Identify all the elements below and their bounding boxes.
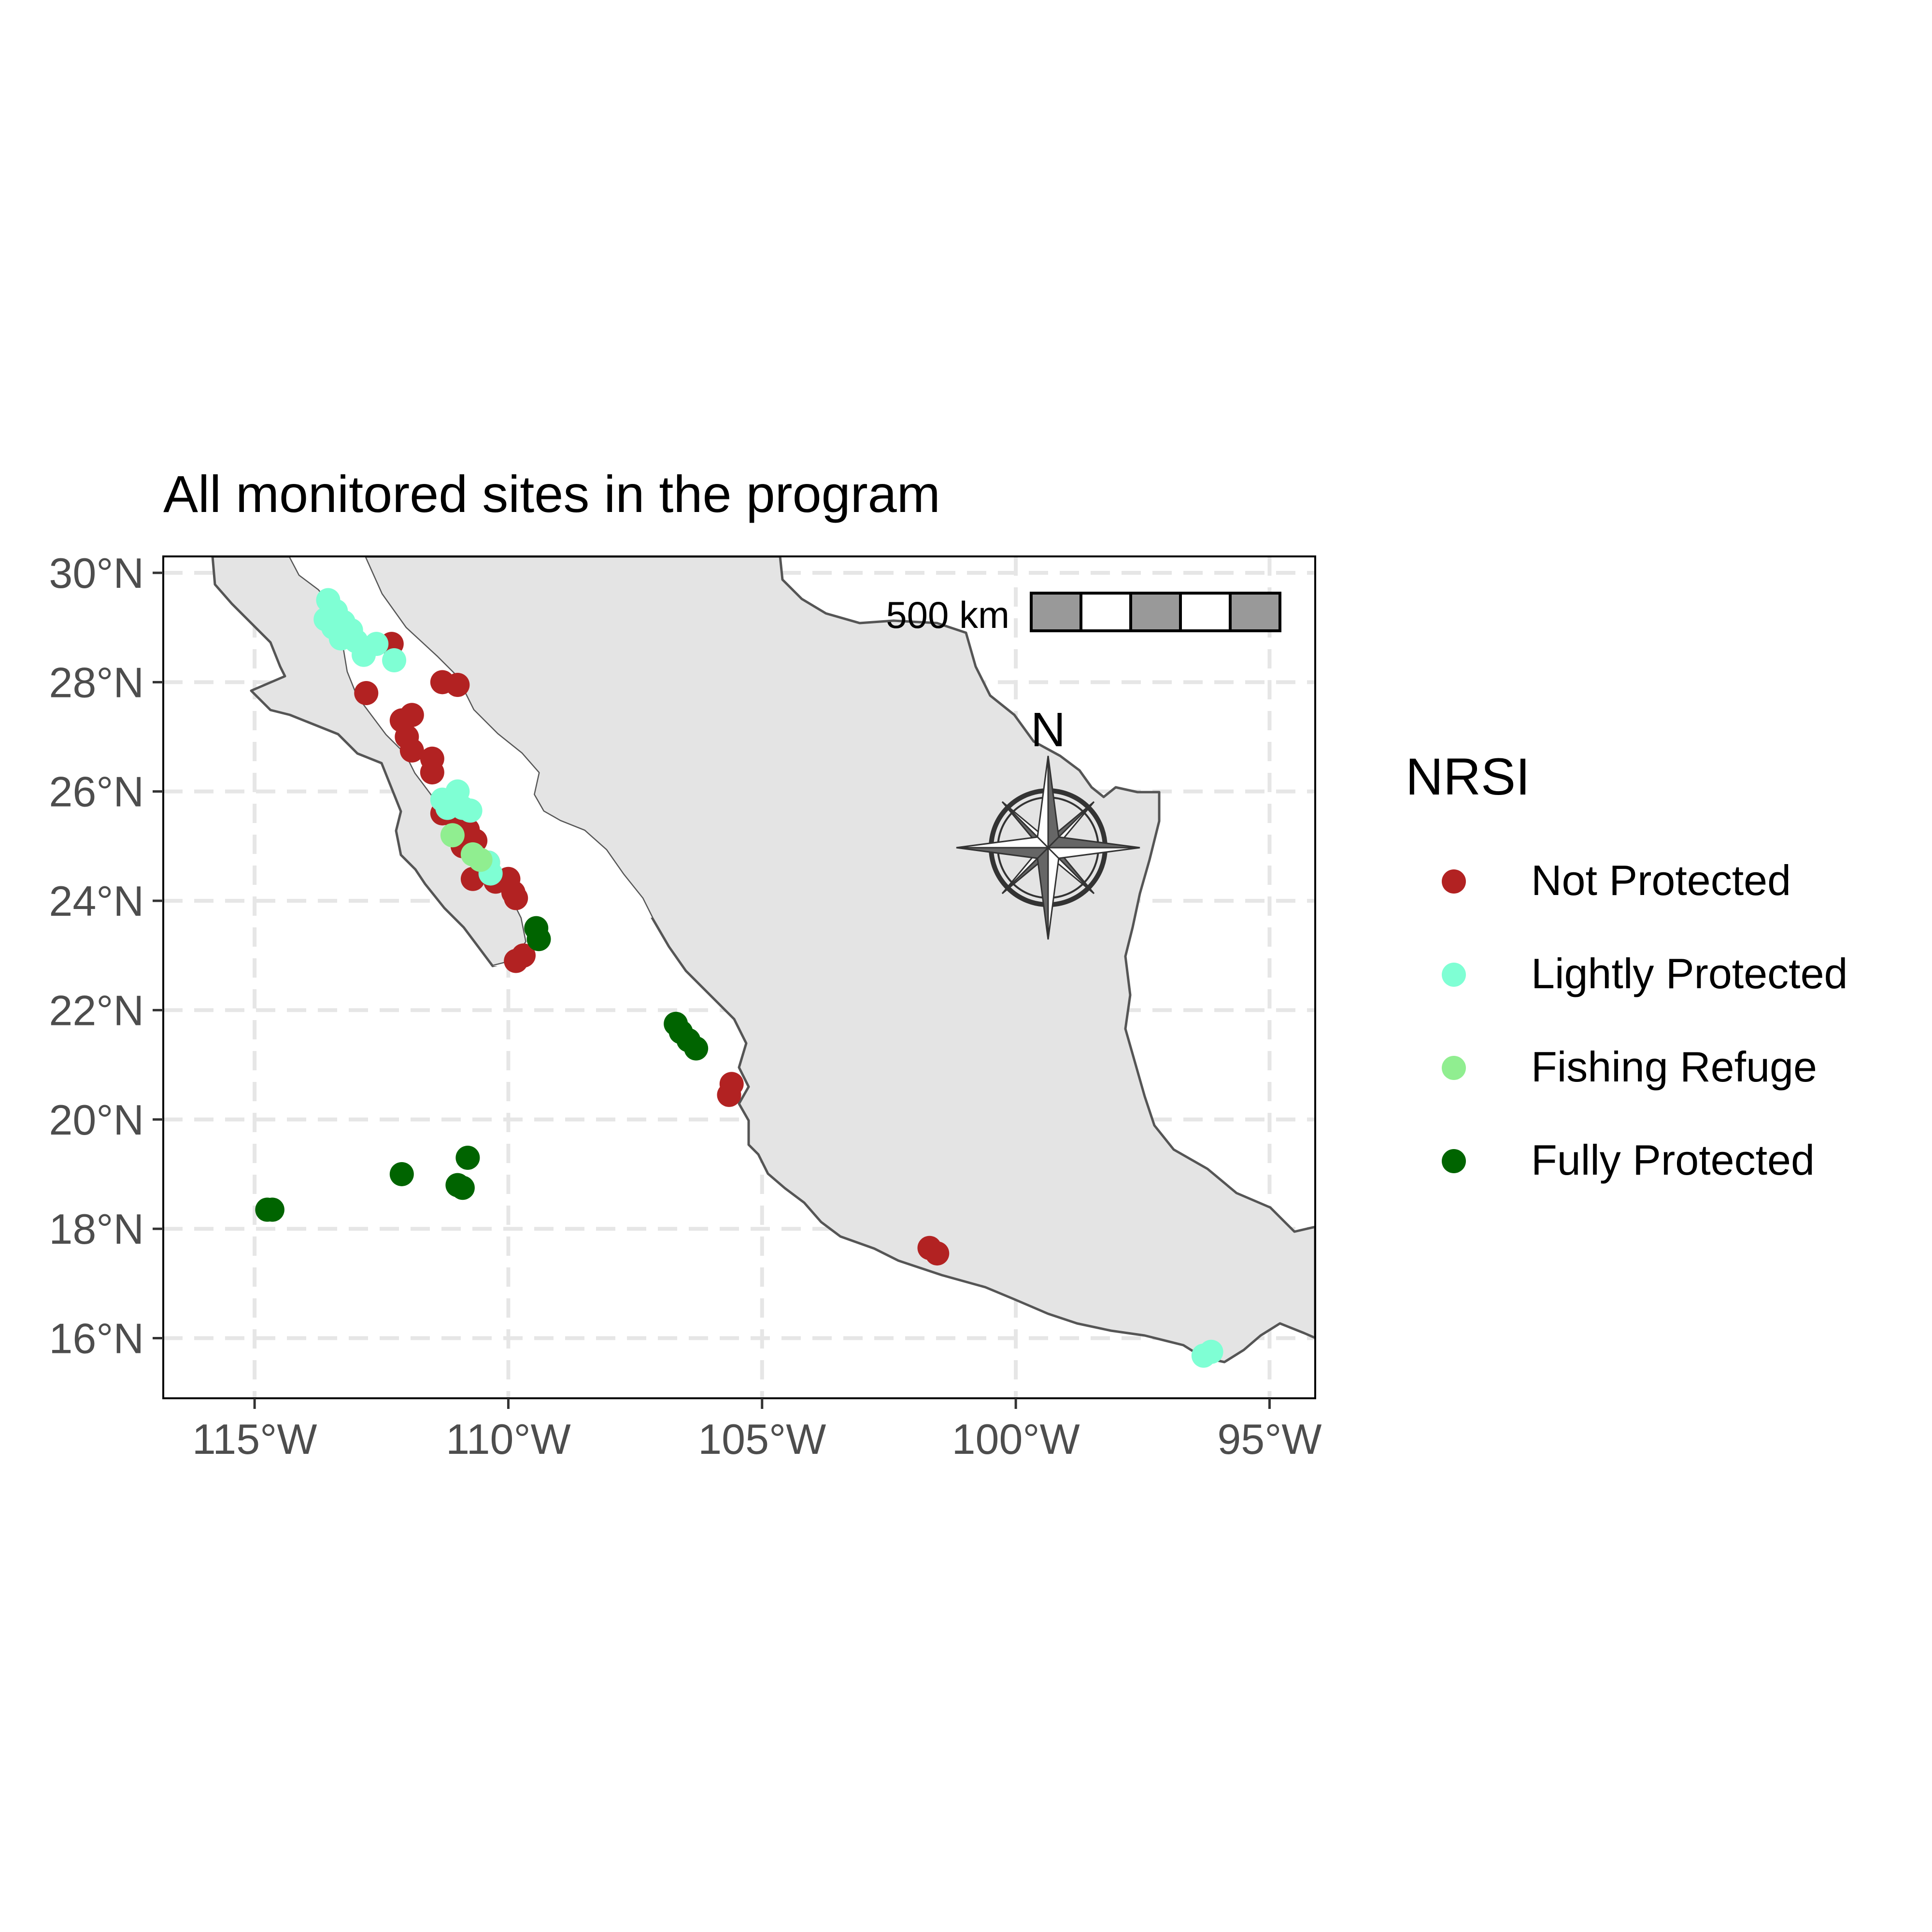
scale-bar-label: 500 km [886, 594, 1009, 636]
north-arrow-label: N [1031, 703, 1065, 757]
y-axis-tick-label: 20°N [49, 1096, 144, 1144]
chart-title: All monitored sites in the program [163, 465, 940, 523]
x-axis-tick-label: 105°W [698, 1415, 826, 1463]
site-point-fully-protected [684, 1036, 709, 1061]
site-point-not-protected [399, 703, 424, 727]
scale-bar-segment [1179, 592, 1232, 632]
legend-item: Fishing Refuge [1442, 1043, 1817, 1091]
y-axis-tick-label: 24°N [49, 877, 144, 925]
y-axis-tick-label: 22°N [49, 986, 144, 1034]
x-axis-tick-label: 100°W [952, 1415, 1080, 1463]
site-point-not-protected [511, 943, 536, 968]
legend-key-fully-protected [1442, 1149, 1466, 1173]
scale-bar-segment [1129, 592, 1182, 632]
site-point-not-protected [501, 881, 526, 905]
site-point-fully-protected [450, 1176, 475, 1200]
scale-bar: 500 km [886, 592, 1281, 636]
legend-item: Lightly Protected [1442, 950, 1848, 997]
legend-key-not-protected [1442, 869, 1466, 894]
site-point-not-protected [420, 760, 444, 785]
y-axis-tick-label: 30°N [49, 549, 144, 597]
x-axis-tick-label: 115°W [192, 1415, 317, 1463]
compass-cardinal-points-icon [956, 755, 1140, 940]
site-point-not-protected [445, 672, 470, 697]
legend-label: Fishing Refuge [1531, 1043, 1817, 1091]
site-point-fully-protected [260, 1197, 284, 1222]
site-point-lightly-protected [458, 798, 483, 823]
scale-bar-segment [1080, 592, 1132, 632]
site-point-fishing-refuge [440, 823, 465, 848]
legend-label: Not Protected [1531, 856, 1791, 904]
y-axis-tick-label: 26°N [49, 768, 144, 816]
site-point-not-protected [399, 738, 424, 763]
site-point-not-protected [354, 681, 379, 705]
y-axis-tick-label: 18°N [49, 1205, 144, 1253]
legend: NRSI Not Protected Lightly Protected Fis… [1406, 747, 1848, 1184]
legend-key-fishing-refuge [1442, 1056, 1466, 1080]
site-point-not-protected [925, 1241, 950, 1266]
x-axis-tick-label: 110°W [446, 1415, 571, 1463]
map-panel-border [162, 555, 1316, 1399]
site-point-lightly-protected [435, 796, 460, 820]
legend-item: Not Protected [1442, 856, 1791, 904]
site-point-lightly-protected [1199, 1339, 1223, 1364]
legend-item: Fully Protected [1442, 1136, 1815, 1184]
site-point-fully-protected [526, 927, 551, 952]
legend-label: Fully Protected [1531, 1136, 1815, 1184]
legend-key-lightly-protected [1442, 963, 1466, 987]
y-axis-tick-label: 28°N [49, 658, 144, 706]
x-axis-tick-label: 95°W [1217, 1415, 1321, 1463]
site-point-lightly-protected [382, 648, 407, 673]
site-point-not-protected [717, 1082, 741, 1107]
north-arrow: N [956, 703, 1140, 940]
legend-title: NRSI [1406, 747, 1530, 806]
site-point-fishing-refuge [468, 848, 493, 872]
legend-label: Lightly Protected [1531, 950, 1848, 997]
scale-bar-segment [1229, 592, 1281, 632]
gulf-of-california [290, 556, 652, 966]
compass-diagonal-points-icon [1001, 801, 1095, 895]
y-axis-tick-label: 16°N [49, 1315, 144, 1363]
site-point-fully-protected [389, 1162, 414, 1186]
axes: 115°W 110°W 105°W 100°W 95°W 30°N 28°N 26°N 24°N… [49, 549, 1321, 1463]
site-point-fully-protected [455, 1146, 480, 1170]
site-points [255, 588, 1223, 1368]
scale-bar-segment [1030, 592, 1082, 632]
site-point-lightly-protected [364, 632, 389, 656]
